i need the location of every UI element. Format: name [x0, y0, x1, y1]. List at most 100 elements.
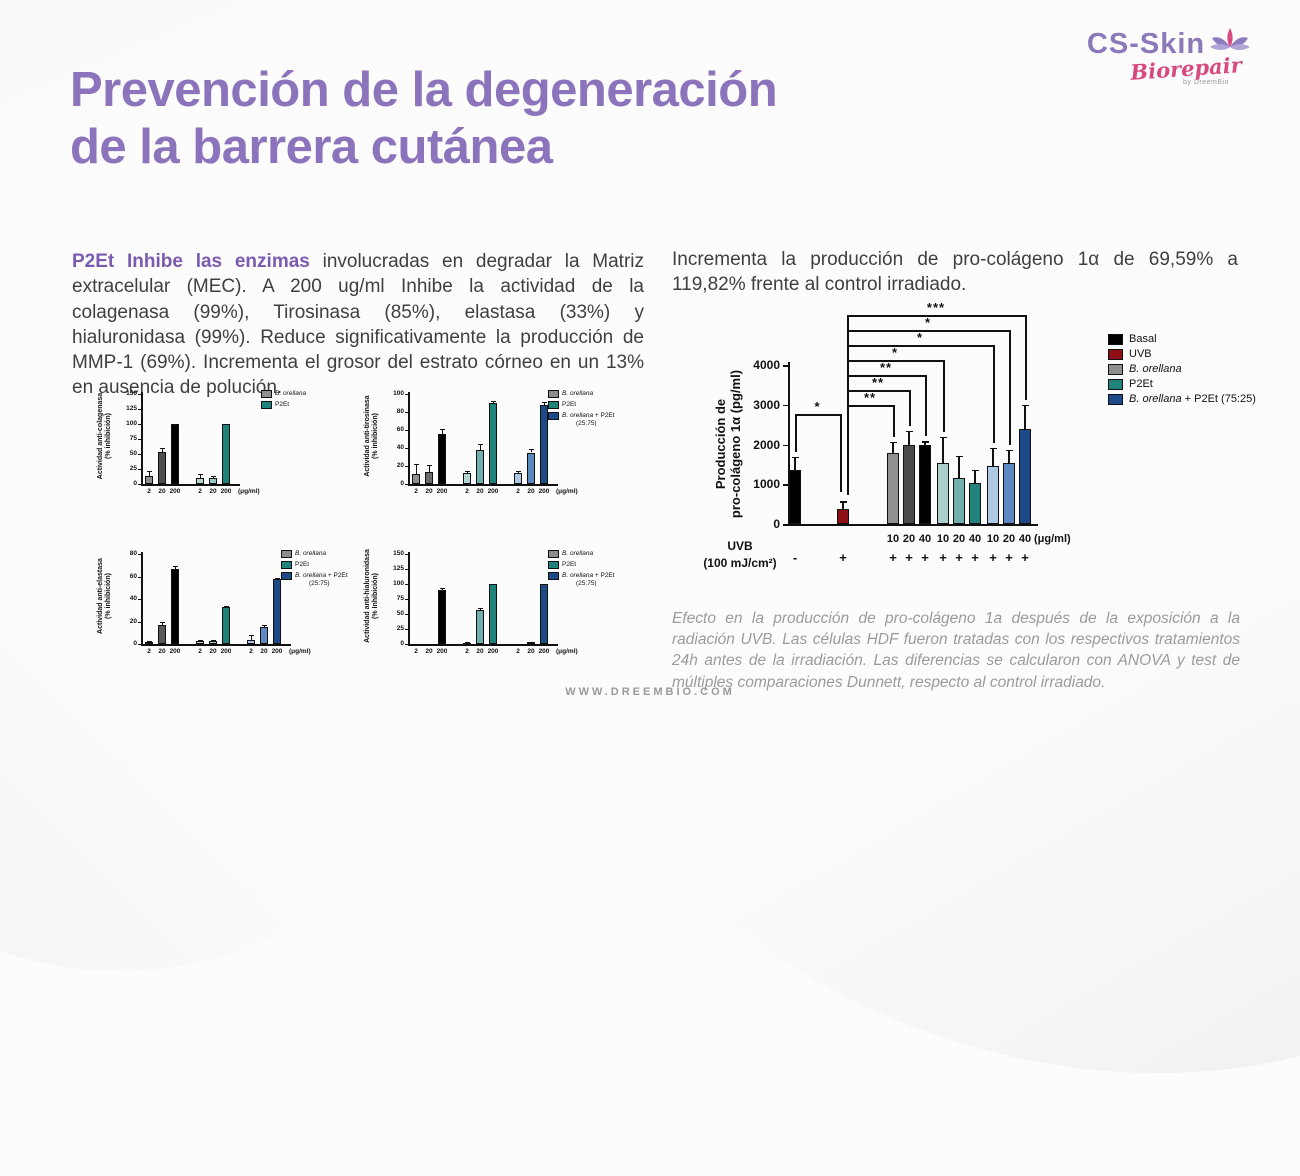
legend-item: P2Et: [281, 561, 361, 569]
error-bar: [530, 448, 532, 453]
y-tick-mark: [405, 569, 408, 570]
y-tick-label: 100: [393, 390, 404, 397]
legend-label: UVB: [1129, 348, 1152, 360]
error-bar-cap: [413, 464, 419, 466]
x-tick-label: 20: [527, 488, 535, 495]
y-tick-mark: [138, 621, 141, 623]
bar: [489, 403, 497, 484]
significance-bracket: [943, 360, 945, 432]
right-body-paragraph: Incrementa la producción de pro-colágeno…: [672, 249, 1238, 296]
uvb-sign: +: [921, 550, 929, 565]
bar: [527, 452, 535, 484]
error-bar: [428, 465, 430, 473]
error-bar-cap: [146, 470, 152, 472]
lotus-flower-icon: [1209, 26, 1251, 63]
error-bar: [1024, 404, 1026, 429]
page-title: Prevención de la degeneración de la barr…: [70, 62, 1110, 176]
x-concentration-label: 20: [902, 533, 916, 545]
error-bar: [161, 448, 163, 453]
y-tick-label: 0: [400, 480, 404, 487]
significance-bracket: [909, 390, 911, 426]
y-tick-label: 0: [773, 517, 780, 531]
bar: [412, 474, 420, 484]
error-bar-cap: [477, 608, 483, 609]
x-axis-unit: (μg/ml): [1034, 533, 1071, 545]
error-bar-cap: [921, 441, 929, 443]
y-axis-label: Actividad anti-tirosinasa (% inhibición): [364, 395, 380, 477]
error-bar-cap: [889, 442, 897, 444]
bar: [247, 639, 255, 644]
legend-item: B. orellana: [1108, 364, 1292, 376]
logo-brand-text: CS-Skin: [1086, 28, 1206, 60]
bar: [1003, 463, 1015, 524]
y-tick-mark: [405, 644, 408, 645]
legend-swatch: [281, 572, 292, 580]
legend-label: P2Et: [562, 401, 577, 408]
y-tick-mark: [138, 644, 141, 645]
y-tick-mark: [405, 394, 408, 395]
x-tick-label: 20: [476, 488, 484, 495]
x-tick-label: 20: [209, 488, 217, 495]
y-axis-label: Actividad anti-colagenasa (% inhibición): [97, 392, 113, 480]
legend-swatch: [1108, 394, 1123, 405]
x-tick-label: 2: [414, 488, 418, 495]
uvb-sign: +: [989, 550, 997, 565]
error-bar-cap: [528, 641, 534, 643]
legend-label: P2Et: [295, 561, 310, 568]
chart-anti-tirosinasa: Actividad anti-tirosinasa (% inhibición) 0…: [352, 378, 628, 514]
uvb-sign: +: [1021, 550, 1029, 565]
significance-bracket: [847, 330, 1009, 332]
x-tick-label: 200: [220, 488, 232, 495]
left-body-paragraph: P2Et Inhibe las enzimas involucradas en …: [72, 249, 644, 401]
legend-swatch: [548, 401, 559, 409]
error-bar: [161, 621, 163, 625]
legend-item: P2Et: [261, 401, 341, 409]
x-tick-label: 20: [425, 488, 433, 495]
bar: [937, 463, 949, 524]
x-tick-label: 20: [158, 648, 166, 655]
error-bar: [415, 464, 417, 475]
x-tick-label: 200: [169, 648, 181, 655]
legend-label-line2: (25:75): [309, 580, 330, 587]
x-tick-label: 2: [465, 488, 469, 495]
page-title-line1: Prevención de la degeneración: [70, 63, 778, 117]
significance-bracket: [1025, 315, 1027, 400]
x-axis-line: [788, 524, 1038, 526]
x-tick-label: 200: [271, 648, 283, 655]
legend-swatch: [281, 561, 292, 569]
bar: [476, 449, 484, 484]
x-tick-label: 2: [198, 648, 202, 655]
legend-label: B. orellana: [295, 550, 327, 557]
significance-stars: ***: [926, 300, 946, 315]
legend-item: B. orellana: [548, 390, 628, 398]
uvb-sign: +: [889, 550, 897, 565]
y-tick-label: 80: [396, 408, 404, 415]
y-tick-mark: [138, 599, 141, 600]
x-tick-label: 200: [220, 648, 232, 655]
bar: [145, 475, 153, 484]
error-bar-cap: [477, 443, 483, 445]
paragraph-rest: involucradas en degradar la Matriz extra…: [72, 251, 644, 399]
legend-swatch: [1108, 379, 1123, 390]
bar: [1019, 428, 1031, 524]
y-tick-label: 2000: [753, 437, 780, 452]
significance-bracket: [847, 390, 909, 392]
error-bar: [958, 455, 960, 478]
x-axis-unit: (μg/ml): [238, 488, 260, 495]
y-tick-label: 4000: [753, 358, 780, 372]
x-axis-unit: (μg/ml): [289, 648, 311, 655]
error-bar-cap: [210, 639, 216, 641]
uvb-sign: +: [905, 550, 913, 565]
legend-swatch: [548, 572, 559, 580]
y-axis-label: Actividad anti-elastasa (% inhibición): [97, 558, 113, 634]
legend-swatch: [548, 550, 559, 558]
significance-bracket: [847, 315, 1025, 317]
y-axis-line: [141, 392, 143, 484]
x-concentration-label: 40: [1018, 533, 1032, 545]
uvb-dose-label: (100 mJ/cm²): [703, 556, 777, 570]
y-tick-label: 150: [393, 550, 404, 557]
bar: [969, 482, 981, 524]
legend-item: P2Et: [548, 561, 628, 569]
uvb-sign: +: [839, 550, 847, 565]
y-tick-mark: [138, 439, 141, 440]
